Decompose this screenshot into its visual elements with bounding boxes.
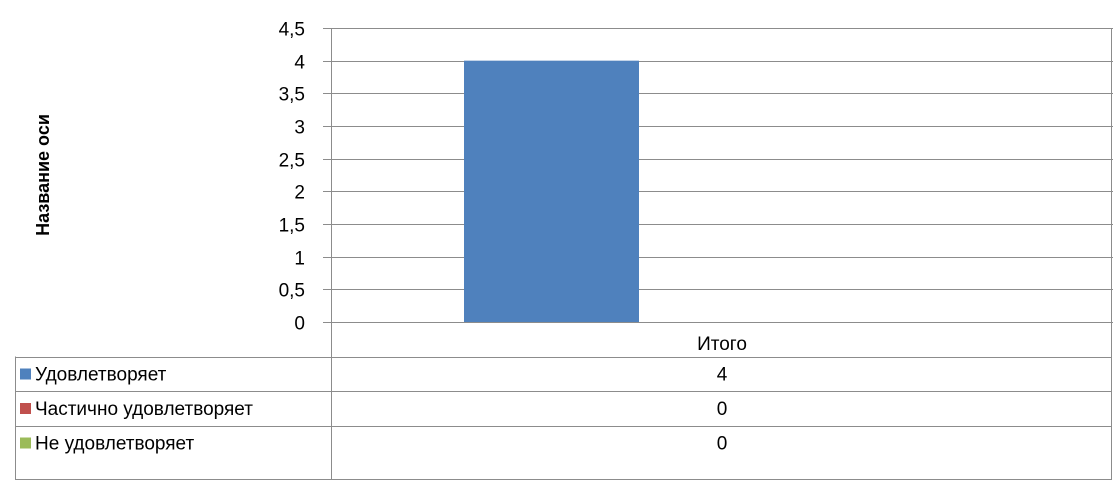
data-table: Итого Удовлетворяет 4 Частично удовлетворяе…: [15, 28, 1112, 480]
legend-label: Не удовлетворяет: [35, 434, 194, 455]
y-tick-label: 1: [294, 249, 305, 270]
y-tick-label: 4,5: [279, 20, 305, 41]
bars: [464, 60, 639, 323]
legend-label: Удовлетворяет: [35, 365, 167, 386]
y-tick-label: 0,5: [279, 281, 305, 302]
y-axis-ticks: 0 0,5 1 1,5 2 2,5 3 3,5 4 4,5: [279, 20, 306, 335]
data-value: 0: [717, 399, 728, 420]
legend-key-2: [20, 437, 31, 449]
legend-key-1: [20, 403, 31, 414]
category-label: Итого: [697, 334, 747, 355]
y-tick-label: 1,5: [279, 216, 305, 237]
legend-key-0: [20, 368, 31, 380]
y-tick-label: 0: [294, 314, 305, 335]
data-value: 4: [717, 365, 728, 386]
y-tick-label: 3,5: [279, 85, 305, 106]
y-tick-label: 3: [294, 118, 305, 139]
y-tick-label: 2: [294, 183, 305, 204]
bar-0: [464, 60, 639, 323]
y-axis-title: Название оси: [33, 114, 53, 236]
legend-label: Частично удовлетворяет: [35, 399, 253, 420]
gridlines: [323, 28, 1113, 480]
y-tick-label: 4: [294, 53, 305, 74]
y-tick-label: 2,5: [279, 151, 305, 172]
data-value: 0: [717, 434, 728, 455]
